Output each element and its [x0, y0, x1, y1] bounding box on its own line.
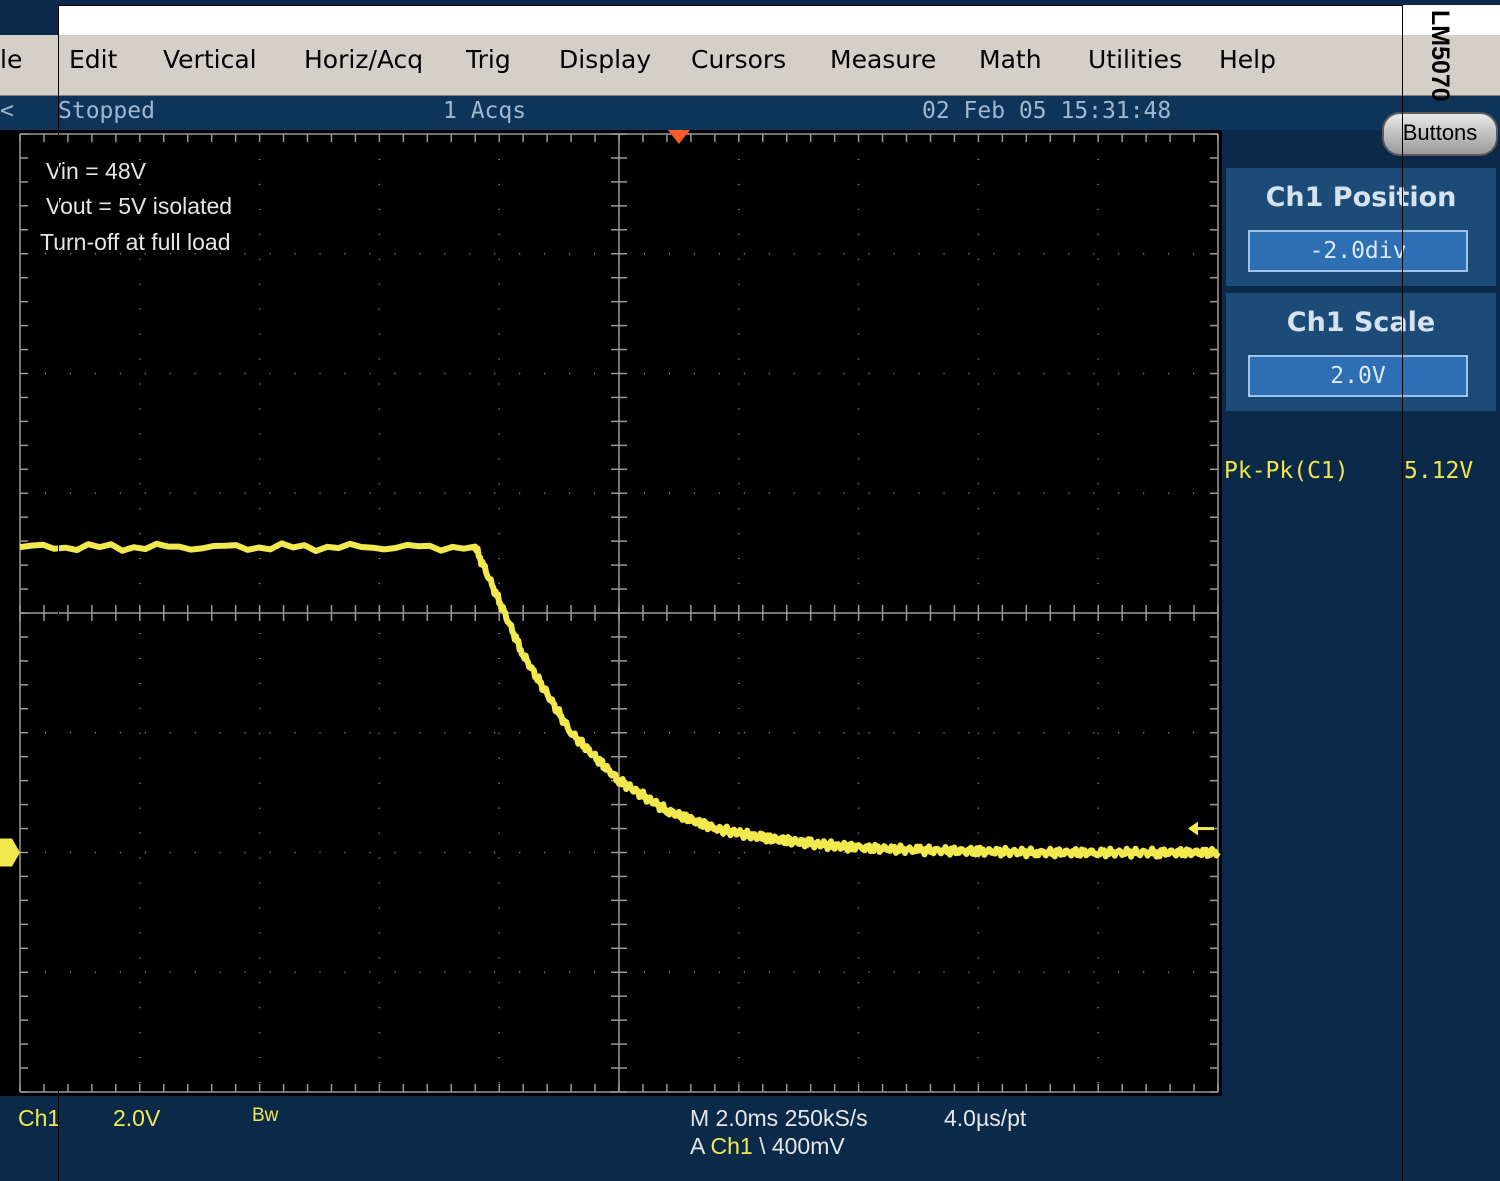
- ch1-scale-title: Ch1 Scale: [1286, 307, 1436, 338]
- timebase: M 2.0ms 250kS/s: [690, 1105, 868, 1131]
- menu-cursors[interactable]: Cursors: [691, 45, 787, 74]
- status-edge-mark: <: [0, 98, 14, 124]
- buttons-button[interactable]: Buttons: [1382, 112, 1498, 156]
- menu-trig[interactable]: Trig: [466, 45, 511, 74]
- timestamp: 02 Feb 05 15:31:48: [922, 98, 1172, 124]
- volts-per-div: 2.0V: [113, 1105, 161, 1131]
- menu-vertical[interactable]: Vertical: [163, 45, 257, 74]
- menu-help[interactable]: Help: [1219, 45, 1276, 74]
- menu-display[interactable]: Display: [559, 45, 652, 74]
- note-vin: Vin = 48V: [46, 158, 146, 184]
- menu-math[interactable]: Math: [979, 45, 1042, 74]
- resolution: 4.0µs/pt: [944, 1105, 1027, 1131]
- trigger-slope-icon: \: [759, 1133, 766, 1159]
- trigger-level: 400mV: [771, 1133, 845, 1159]
- annotation-frame: [58, 5, 1404, 36]
- ch1-scale-value[interactable]: 2.0V: [1248, 355, 1468, 397]
- annotation-frame-margin: [1402, 5, 1500, 35]
- ch1-position-control[interactable]: Ch1 Position -2.0div: [1226, 168, 1496, 286]
- menu-edit[interactable]: Edit: [69, 45, 118, 74]
- note-vout: Vout = 5V isolated: [46, 193, 233, 219]
- note-turn-off: Turn-off at full load: [40, 229, 231, 255]
- trigger-readout: A Ch1 \ 400mV: [690, 1133, 845, 1160]
- control-panel: Buttons Ch1 Position -2.0div Ch1 Scale 2…: [1222, 112, 1500, 1181]
- pk-pk-measurement: Pk-Pk(C1) 5.12V: [1224, 458, 1473, 484]
- channel-label: Ch1: [18, 1105, 61, 1131]
- menu-utilities[interactable]: Utilities: [1088, 45, 1183, 74]
- status-bar: < Stopped 1 Acqs 02 Feb 05 15:31:48: [0, 96, 1500, 130]
- ground-level-marker: [0, 838, 20, 867]
- acquisition-count: 1 Acqs: [443, 98, 527, 124]
- acquisition-state: Stopped: [58, 98, 155, 124]
- trigger-position-marker: [667, 130, 690, 144]
- measurement-value: 5.12V: [1404, 458, 1474, 484]
- menu-file[interactable]: le: [0, 45, 23, 74]
- waveform-graticule: [0, 130, 1221, 1093]
- menu-measure[interactable]: Measure: [830, 45, 937, 74]
- bandwidth-limit: Bw: [252, 1105, 279, 1126]
- trigger-channel: Ch1: [710, 1133, 753, 1159]
- ch1-position-title: Ch1 Position: [1265, 182, 1457, 213]
- frame-line-left: [58, 5, 59, 1181]
- scope-display: Vin = 48V Vout = 5V isolated Turn-off at…: [0, 130, 1222, 1096]
- ch1-scale-control[interactable]: Ch1 Scale 2.0V: [1226, 293, 1496, 411]
- ch1-waveform: [19, 540, 1221, 860]
- measurement-label: Pk-Pk(C1): [1224, 458, 1349, 484]
- trigger-level-marker: [1188, 821, 1198, 836]
- frame-line-right: [1402, 5, 1403, 1181]
- menu-bar: le Edit Vertical Horiz/Acq Trig Display …: [0, 35, 1500, 96]
- trigger-prefix: A: [690, 1133, 705, 1159]
- side-label: LM5070: [1426, 10, 1454, 102]
- menu-horiz-acq[interactable]: Horiz/Acq: [304, 45, 424, 74]
- ch1-position-value[interactable]: -2.0div: [1248, 230, 1468, 272]
